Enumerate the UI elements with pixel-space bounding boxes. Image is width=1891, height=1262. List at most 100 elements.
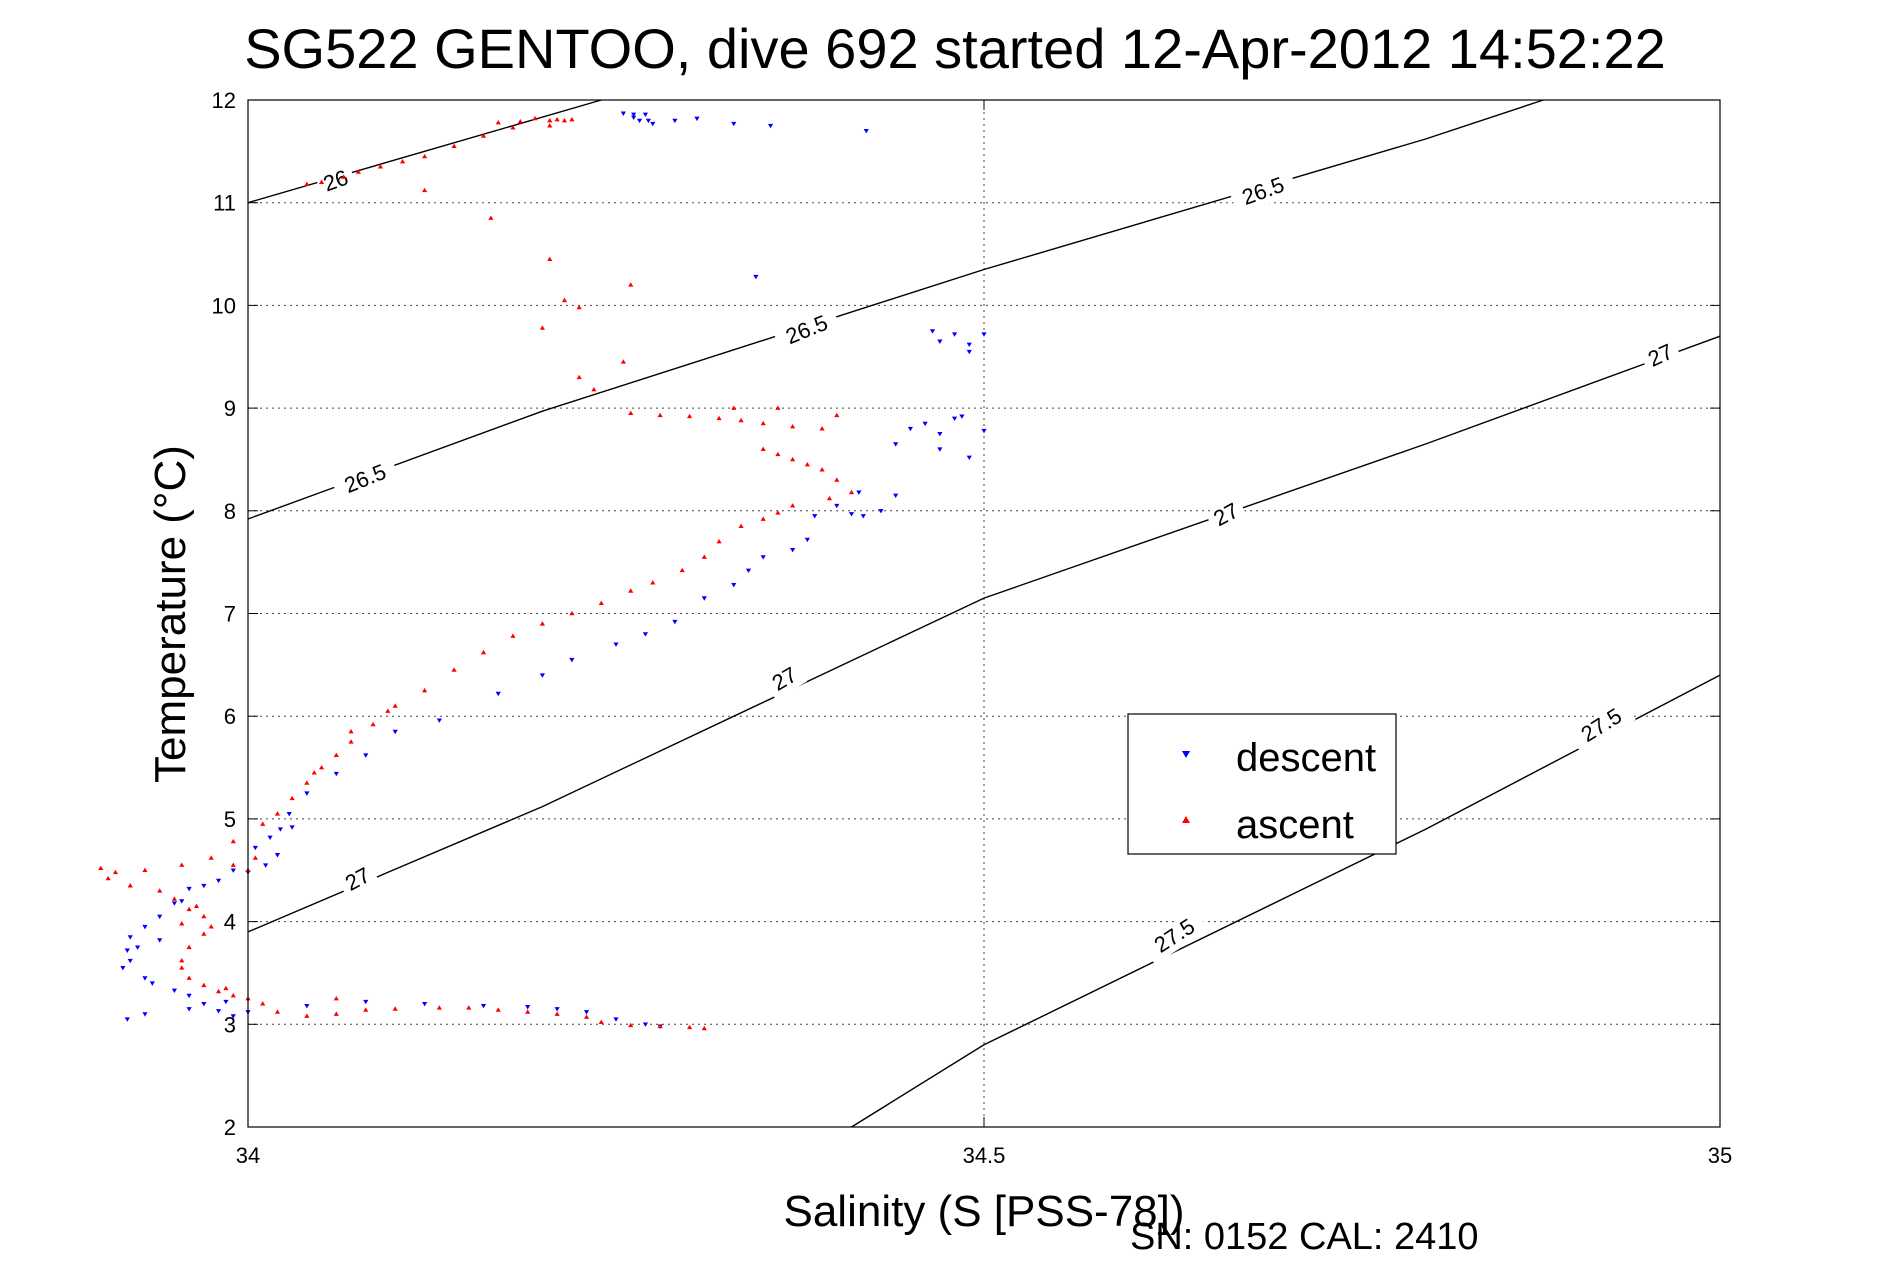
- descent-point: [753, 274, 759, 280]
- ascent-point: [260, 821, 266, 826]
- descent-point: [631, 115, 637, 121]
- ascent-point: [790, 503, 796, 508]
- ascent-point: [848, 489, 855, 495]
- contour-label-bg: [1205, 496, 1249, 535]
- y-tick-label: 6: [224, 704, 236, 729]
- descent-point: [186, 886, 192, 892]
- ascent-point: [422, 687, 428, 693]
- ascent-point: [819, 467, 825, 472]
- descent-point: [127, 958, 133, 964]
- descent-point: [966, 455, 972, 460]
- ascent-point: [201, 982, 207, 988]
- ascent-point: [311, 770, 317, 775]
- contour-label-bg: [331, 456, 400, 504]
- ascent-point: [363, 1007, 369, 1012]
- contour-label-bg: [315, 164, 358, 200]
- descent-point: [834, 503, 840, 509]
- descent-point: [848, 512, 855, 517]
- ascent-point: [819, 426, 825, 431]
- descent-point: [525, 1005, 531, 1010]
- descent-point: [230, 1014, 236, 1019]
- descent-point: [124, 948, 130, 953]
- ascent-point: [370, 721, 376, 727]
- contour-label-bg: [1568, 699, 1636, 754]
- ascent-point: [539, 621, 545, 626]
- ascent-point: [650, 580, 656, 585]
- ascent-point: [731, 405, 737, 410]
- descent-point: [860, 514, 866, 519]
- descent-point: [422, 1001, 428, 1007]
- ascent-point: [179, 965, 185, 970]
- ascent-point: [319, 179, 325, 184]
- descent-point: [642, 112, 649, 117]
- ascent-point: [304, 780, 310, 785]
- ascent-point: [804, 461, 810, 467]
- ascent-point: [186, 975, 192, 980]
- y-tick-label: 8: [224, 499, 236, 524]
- ascent-point: [215, 988, 222, 994]
- descent-point: [937, 431, 943, 437]
- ascent-point: [628, 588, 634, 593]
- ascent-point: [230, 838, 236, 844]
- ascent-point: [679, 567, 685, 573]
- y-tick-label: 9: [224, 396, 236, 421]
- ascent-point: [738, 417, 744, 423]
- ascent-point: [208, 855, 214, 860]
- descent-point: [893, 493, 899, 498]
- ascent-point: [716, 539, 722, 544]
- descent-point: [893, 442, 899, 447]
- ascent-point: [495, 119, 501, 125]
- series-descent: [120, 111, 987, 1029]
- ascent-point: [355, 169, 361, 174]
- chart-title: SG522 GENTOO, dive 692 started 12-Apr-20…: [244, 17, 1666, 80]
- ascent-point: [304, 1013, 310, 1018]
- ascent-point: [289, 795, 295, 801]
- ascent-point: [223, 985, 229, 991]
- descent-point: [495, 691, 501, 697]
- contour-label-bg: [336, 861, 380, 900]
- descent-point: [142, 976, 148, 981]
- x-tick-label: 34: [236, 1143, 260, 1168]
- ascent-point: [274, 1009, 281, 1014]
- descent-point: [966, 349, 972, 355]
- ascent-point: [598, 600, 604, 606]
- descent-point: [631, 112, 637, 117]
- descent-point: [745, 568, 752, 573]
- descent-point: [171, 901, 177, 906]
- ascent-point: [569, 116, 575, 122]
- descent-point: [157, 914, 163, 920]
- descent-point: [289, 825, 295, 830]
- descent-point: [812, 514, 818, 519]
- descent-point: [907, 426, 913, 432]
- descent-point: [620, 111, 626, 116]
- y-tick-label: 12: [212, 88, 236, 113]
- legend-descent-marker: [1182, 751, 1190, 758]
- ascent-point: [142, 867, 148, 873]
- descent-point: [922, 421, 928, 427]
- descent-point: [583, 1010, 590, 1015]
- ascent-point: [179, 921, 185, 926]
- y-tick-label: 2: [224, 1115, 236, 1140]
- descent-point: [215, 878, 222, 884]
- ascent-point: [561, 117, 568, 123]
- descent-point: [804, 537, 810, 543]
- descent-point: [179, 899, 185, 904]
- legend-descent-label: descent: [1236, 736, 1376, 780]
- y-tick-label: 3: [224, 1012, 236, 1037]
- descent-point: [286, 811, 292, 817]
- ascent-point: [510, 633, 516, 638]
- descent-point: [223, 999, 229, 1005]
- ascent-point: [525, 1009, 531, 1014]
- descent-point: [613, 642, 619, 647]
- descent-point: [981, 428, 987, 434]
- descent-point: [951, 332, 958, 337]
- descent-point: [790, 548, 796, 553]
- contour-label-bg: [1229, 170, 1298, 215]
- contour-label-bg: [763, 660, 807, 700]
- descent-point: [760, 555, 766, 560]
- ascent-point: [834, 477, 840, 482]
- y-tick-label: 7: [224, 602, 236, 627]
- descent-point: [539, 673, 545, 678]
- ascent-point: [517, 118, 523, 124]
- ascent-point: [628, 282, 634, 287]
